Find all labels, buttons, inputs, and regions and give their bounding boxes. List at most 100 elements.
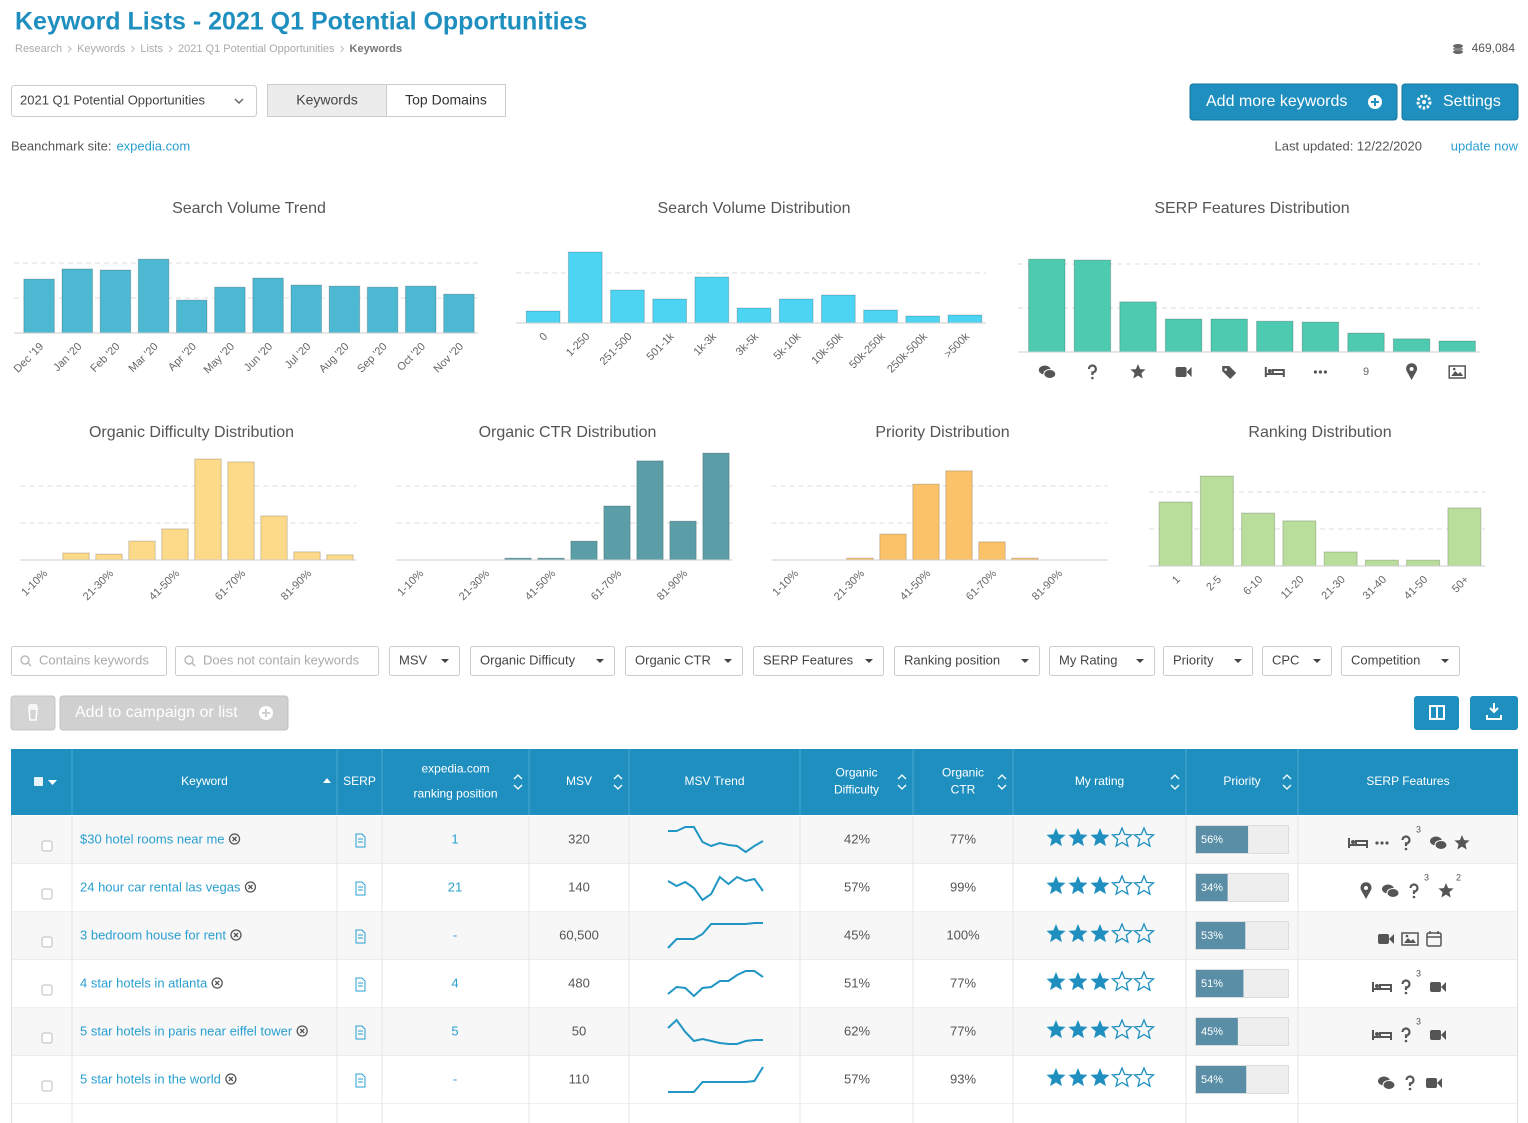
remove-icon[interactable] [225, 1073, 237, 1085]
rating-star [1090, 828, 1110, 847]
dots-icon-part [1323, 370, 1327, 374]
chart-title: Organic Difficulty Distribution [89, 424, 294, 441]
breadcrumb-item[interactable]: Keywords [77, 43, 126, 55]
rating-stars[interactable] [1046, 826, 1156, 848]
serp-doc-icon[interactable] [355, 929, 366, 944]
bar [293, 551, 321, 561]
keyword-link[interactable]: 24 hour car rental las vegas [80, 879, 241, 894]
header-checkbox[interactable] [34, 777, 43, 786]
rank-cell[interactable]: 4 [451, 975, 458, 990]
rating-stars[interactable] [1046, 970, 1156, 992]
search-icon [184, 655, 194, 665]
rank-cell[interactable]: - [453, 1071, 457, 1086]
row-checkbox[interactable] [41, 1032, 53, 1044]
list-select[interactable]: 2021 Q1 Potential Opportunities [11, 85, 257, 117]
rating-stars[interactable] [1046, 922, 1156, 944]
last-updated: Last updated: 12/22/2020 [1275, 138, 1422, 153]
search-input[interactable]: Does not contain keywords [175, 646, 379, 676]
bar [1119, 301, 1157, 353]
sort-icon[interactable] [613, 774, 623, 790]
rank-cell[interactable]: 1 [451, 831, 458, 846]
filter-dropdown[interactable]: CPC [1262, 646, 1332, 676]
download-button[interactable] [1470, 696, 1518, 730]
bar [694, 276, 730, 324]
row-checkbox[interactable] [41, 984, 53, 996]
keyword-link[interactable]: 3 bedroom house for rent [80, 927, 226, 942]
dots-icon-part [1375, 841, 1379, 845]
video-icon [1175, 367, 1192, 377]
button-label: Settings [1443, 93, 1501, 110]
filter-dropdown[interactable]: My Rating [1049, 646, 1155, 676]
bar [879, 533, 907, 561]
serp-doc-icon[interactable] [355, 833, 366, 848]
keyword-link[interactable]: 5 star hotels in the world [80, 1071, 221, 1086]
bar [194, 458, 222, 561]
cal-icon [1426, 931, 1442, 947]
serp-doc-icon[interactable] [355, 1025, 366, 1040]
trash-button[interactable] [10, 695, 56, 731]
remove-icon[interactable] [230, 929, 242, 941]
tab-keywords[interactable]: Keywords [267, 84, 387, 117]
dropdown-box [1262, 646, 1332, 676]
bar [1323, 551, 1358, 567]
row-checkbox[interactable] [41, 840, 53, 852]
filter-dropdown[interactable]: MSV [389, 646, 460, 676]
remove-icon [228, 1076, 234, 1082]
search-icon [20, 655, 30, 665]
star-icon [1130, 364, 1146, 379]
filter-dropdown[interactable]: Priority [1163, 646, 1253, 676]
row-checkbox[interactable] [41, 1080, 53, 1092]
search-input[interactable]: Contains keywords [11, 646, 167, 676]
sort-icon[interactable] [1170, 774, 1180, 790]
filter-dropdown[interactable]: Organic Difficuty [470, 646, 615, 676]
remove-icon[interactable] [296, 1025, 308, 1037]
bar [328, 285, 361, 334]
sort-icon[interactable] [513, 774, 523, 790]
sort-icon[interactable] [323, 778, 331, 783]
dropdown-label: CPC [1272, 652, 1299, 667]
rating-star [1068, 828, 1088, 847]
sort-icon[interactable] [897, 774, 907, 790]
sort-icon[interactable] [1282, 774, 1292, 790]
keyword-link[interactable]: 4 star hotels in atlanta [80, 975, 208, 990]
filter-dropdown[interactable]: Ranking position [894, 646, 1040, 676]
breadcrumb-item[interactable]: Research [15, 43, 62, 55]
filter-dropdown[interactable]: Organic CTR [625, 646, 743, 676]
rank-cell[interactable]: 5 [451, 1023, 458, 1038]
rating-stars[interactable] [1046, 1018, 1156, 1040]
serp-doc-icon[interactable] [355, 881, 366, 896]
rank-cell[interactable]: 21 [448, 879, 462, 894]
breadcrumb-item[interactable]: 2021 Q1 Potential Opportunities [178, 43, 335, 55]
dropdown-caret [1441, 659, 1449, 663]
benchmark-link[interactable]: expedia.com [116, 138, 190, 153]
column-header: MSV [566, 774, 592, 788]
chat-icon [1430, 836, 1448, 850]
filter-dropdown[interactable]: Competition [1341, 646, 1460, 676]
add-to-list-button[interactable]: Add to campaign or list [59, 695, 289, 731]
add-keywords-button[interactable]: Add more keywords [1189, 83, 1398, 121]
rank-cell[interactable]: - [453, 927, 457, 942]
serp-doc-icon[interactable] [355, 1073, 366, 1088]
filter-dropdown[interactable]: SERP Features [753, 646, 884, 676]
row-checkbox[interactable] [41, 936, 53, 948]
update-link[interactable]: update now [1451, 138, 1519, 153]
sort-icon[interactable] [997, 774, 1007, 790]
row-checkbox[interactable] [41, 888, 53, 900]
remove-icon[interactable] [228, 833, 241, 845]
rating-stars[interactable] [1046, 1066, 1156, 1088]
bar [636, 460, 664, 561]
rating-stars[interactable] [1046, 874, 1156, 896]
tab-top-domains[interactable]: Top Domains [386, 84, 506, 117]
q-icon [1087, 364, 1097, 380]
columns-button[interactable] [1414, 696, 1459, 730]
keyword-link[interactable]: $30 hotel rooms near me [80, 831, 225, 846]
remove-icon[interactable] [211, 977, 223, 989]
breadcrumb-item[interactable]: Lists [140, 43, 163, 55]
serp-doc-icon[interactable] [355, 977, 366, 992]
msv-cell: 110 [569, 1071, 590, 1086]
dots-icon-part [1318, 370, 1322, 374]
remove-icon[interactable] [244, 881, 257, 893]
keyword-link[interactable]: 5 star hotels in paris near eiffel tower [80, 1023, 293, 1038]
msv-trend-line [667, 922, 763, 949]
settings-button[interactable]: Settings [1401, 83, 1519, 121]
